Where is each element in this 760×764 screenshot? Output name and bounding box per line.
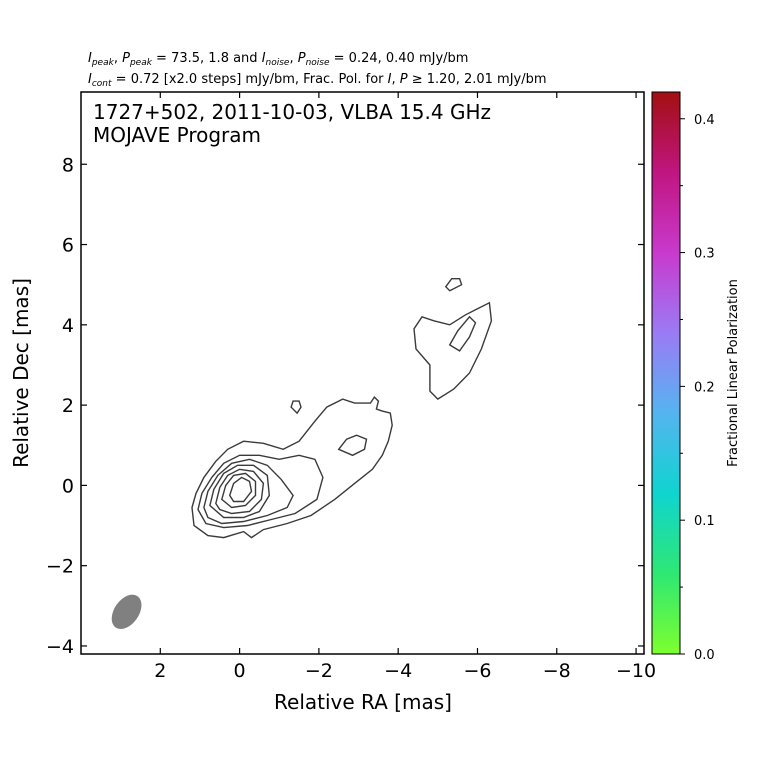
- y-tick-label: 6: [62, 235, 74, 257]
- header-line-2: Icont = 0.72 [x2.0 steps] mJy/bm, Frac. …: [88, 72, 547, 89]
- y-tick-label: 0: [62, 475, 74, 497]
- plot-area: 2 0 −2 −4 −6 −8 −10 −4 −2 0 2 4 6 8 1727+502, 2011-10…: [46, 91, 656, 682]
- y-tick-label: −2: [46, 556, 74, 578]
- colorbar-title: Fractional Linear Polarization: [726, 279, 741, 467]
- x-tick-label: −2: [305, 660, 333, 682]
- contour-8: [290, 400, 302, 415]
- x-tick-label: 0: [234, 660, 246, 682]
- y-tick-label: 8: [62, 154, 74, 176]
- colorbar-tick-label: 0.1: [694, 514, 715, 529]
- axis-ticks: 2 0 −2 −4 −6 −8 −10 −4 −2 0 2 4 6 8: [46, 92, 656, 682]
- contour-4: [215, 468, 265, 515]
- x-tick-label: 2: [154, 660, 166, 682]
- colorbar-gradient: [651, 91, 681, 655]
- contour-0: [191, 396, 393, 539]
- x-tick-label: −4: [384, 660, 412, 682]
- header-line-1: Ipeak, Ppeak = 73.5, 1.8 and Inoise, Pno…: [88, 51, 468, 68]
- contour-3: [209, 464, 271, 519]
- colorbar-tick-label: 0.0: [694, 648, 715, 663]
- contour-10: [448, 315, 477, 352]
- y-tick-label: 2: [62, 395, 74, 417]
- x-axis-title: Relative RA [mas]: [274, 690, 452, 714]
- contour-group: [191, 278, 493, 539]
- colorbar-tick-label: 0.2: [694, 380, 715, 395]
- colorbar: 0.0 0.1 0.2 0.3 0.4 Fractional Linear Polari…: [651, 91, 741, 663]
- y-tick-label: 4: [62, 315, 74, 337]
- x-tick-label: −8: [543, 660, 571, 682]
- y-tick-label: −4: [46, 636, 74, 658]
- program-label: MOJAVE Program: [93, 123, 261, 147]
- contour-5: [221, 472, 257, 509]
- colorbar-tick-label: 0.3: [694, 247, 715, 262]
- contour-6: [228, 476, 253, 503]
- colorbar-ticks: 0.0 0.1 0.2 0.3 0.4: [680, 113, 715, 663]
- contour-2: [203, 458, 294, 525]
- beam-ellipse: [111, 594, 142, 630]
- contour-11: [444, 278, 463, 292]
- x-tick-label: −6: [463, 660, 491, 682]
- source-title: 1727+502, 2011-10-03, VLBA 15.4 GHz: [93, 100, 491, 124]
- contour-9: [413, 301, 493, 400]
- contour-7: [337, 434, 368, 457]
- colorbar-tick-label: 0.4: [694, 113, 715, 128]
- x-tick-label: −10: [616, 660, 656, 682]
- y-axis-title: Relative Dec [mas]: [9, 278, 33, 468]
- plot-frame: [80, 91, 645, 655]
- contour-1: [197, 454, 324, 529]
